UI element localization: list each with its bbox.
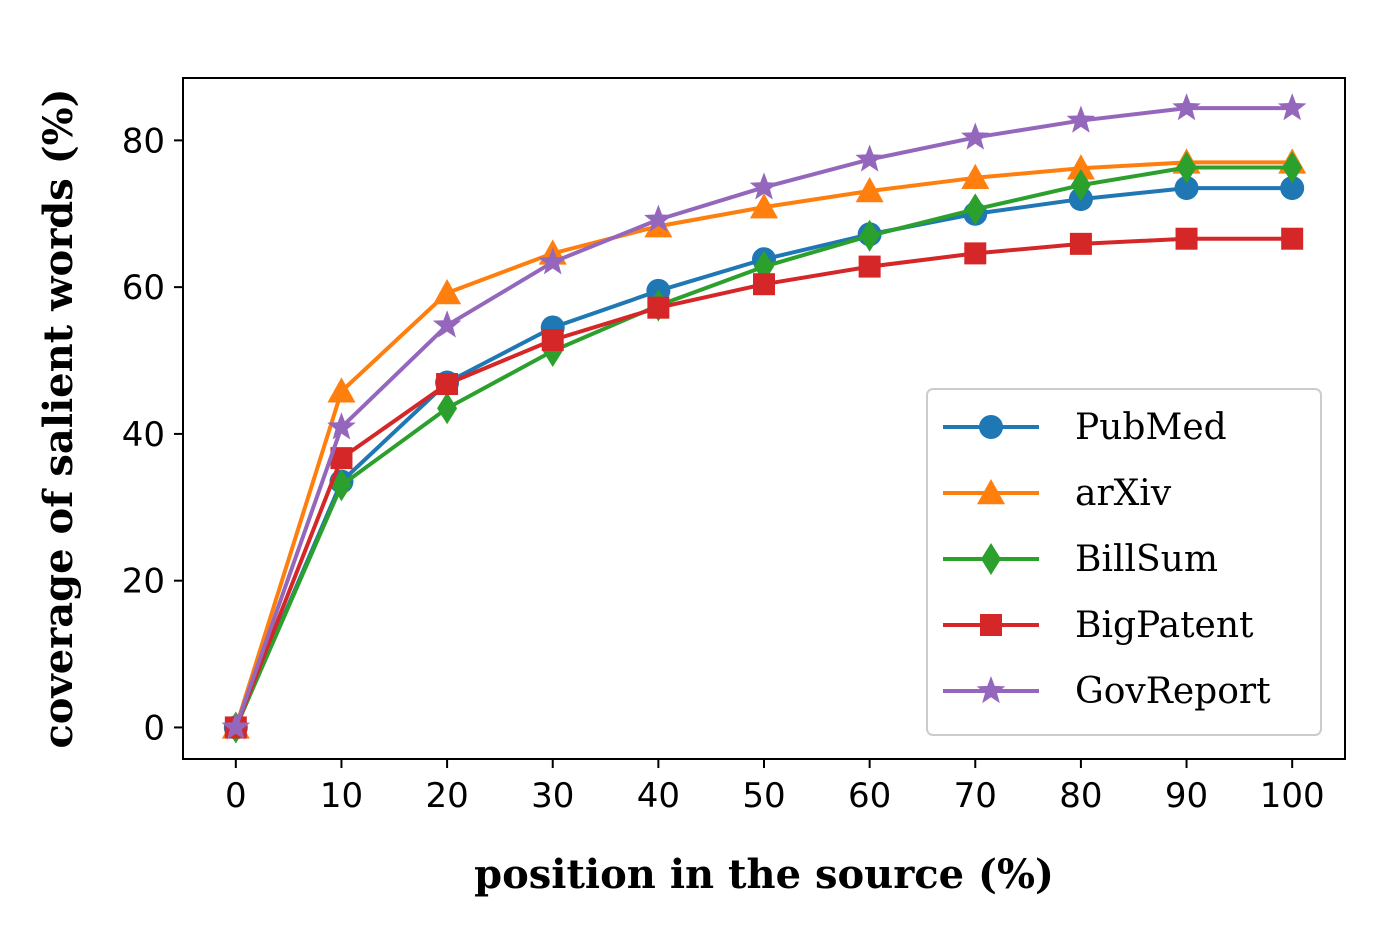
legend-marker-bigpatent	[980, 614, 1002, 636]
x-tick-label: 30	[531, 776, 574, 816]
x-tick-label: 90	[1165, 776, 1208, 816]
data-point-bigpatent	[541, 328, 564, 351]
data-point-billsum	[331, 469, 352, 502]
data-point-govreport	[538, 247, 567, 275]
data-point-bigpatent	[858, 255, 881, 278]
data-point-bigpatent	[647, 296, 670, 319]
legend-marker-govreport	[976, 676, 1006, 704]
data-point-bigpatent	[753, 273, 775, 296]
data-point-billsum	[1176, 151, 1197, 184]
data-point-pubmed	[1280, 176, 1305, 201]
data-point-billsum	[437, 392, 458, 425]
x-tick-label: 10	[320, 776, 363, 816]
x-tick-label: 50	[742, 776, 785, 816]
data-point-bigpatent	[1281, 227, 1304, 250]
data-point-govreport	[221, 712, 251, 740]
data-point-billsum	[1070, 169, 1091, 202]
data-point-bigpatent	[330, 447, 353, 470]
legend-label-billsum: BillSum	[1075, 539, 1218, 580]
legend-entry-arxiv: arXiv	[943, 473, 1172, 514]
legend-marker-pubmed	[979, 415, 1003, 439]
series-govreport	[221, 93, 1307, 740]
data-point-bigpatent	[1069, 232, 1092, 255]
data-point-arxiv	[961, 163, 990, 190]
x-tick-label: 60	[848, 776, 891, 816]
y-tick-label: 80	[122, 121, 165, 161]
x-tick-label: 70	[954, 776, 997, 816]
data-point-bigpatent	[964, 242, 987, 265]
y-tick-label: 20	[122, 562, 165, 602]
y-tick-label: 40	[122, 415, 165, 455]
y-axis-title: coverage of salient words (%)	[35, 88, 82, 748]
x-tick-label: 20	[425, 776, 468, 816]
data-point-govreport	[749, 172, 779, 200]
data-point-bigpatent	[436, 373, 459, 396]
x-tick-label: 0	[225, 776, 247, 816]
data-point-govreport	[855, 144, 884, 172]
legend-label-pubmed: PubMed	[1075, 407, 1227, 448]
data-point-govreport	[1277, 93, 1307, 121]
x-tick-label: 80	[1059, 776, 1102, 816]
data-point-govreport	[1066, 105, 1096, 133]
legend-entry-billsum: BillSum	[943, 539, 1218, 580]
legend-entry-pubmed: PubMed	[943, 407, 1227, 448]
x-tick-label: 40	[637, 776, 680, 816]
legend-label-bigpatent: BigPatent	[1075, 605, 1254, 646]
data-point-govreport	[432, 310, 462, 338]
data-point-bigpatent	[1175, 227, 1198, 250]
data-point-govreport	[644, 204, 673, 232]
series-layer	[221, 93, 1307, 744]
y-tick-label: 0	[143, 708, 165, 748]
legend-label-arxiv: arXiv	[1075, 473, 1172, 514]
data-point-arxiv	[327, 377, 356, 403]
legend-entry-bigpatent: BigPatent	[943, 605, 1254, 646]
data-point-govreport	[1172, 93, 1201, 121]
data-point-billsum	[965, 193, 986, 226]
legend-box	[926, 388, 1322, 736]
data-point-pubmed	[1174, 176, 1199, 201]
data-point-govreport	[961, 122, 990, 150]
y-tick-label: 60	[122, 268, 165, 308]
axes: 0 10 20 30 40 50 60 70 80 90 100 0 20 40 60 80	[122, 77, 1346, 816]
data-point-govreport	[327, 412, 356, 440]
data-point-arxiv	[1066, 154, 1095, 180]
legend: PubMed arXiv BillSum BigPatent GovReport	[926, 388, 1322, 736]
data-point-arxiv	[855, 177, 884, 203]
data-point-arxiv	[433, 279, 462, 305]
legend-entry-govreport: GovReport	[943, 671, 1271, 712]
x-tick-label: 100	[1260, 776, 1325, 816]
x-axis-title: position in the source (%)	[474, 851, 1054, 898]
legend-marker-billsum	[981, 543, 1001, 575]
data-point-arxiv	[750, 193, 778, 219]
legend-marker-arxiv	[977, 479, 1005, 505]
legend-label-govreport: GovReport	[1075, 671, 1271, 712]
data-point-billsum	[1282, 151, 1303, 184]
data-point-billsum	[859, 219, 880, 252]
